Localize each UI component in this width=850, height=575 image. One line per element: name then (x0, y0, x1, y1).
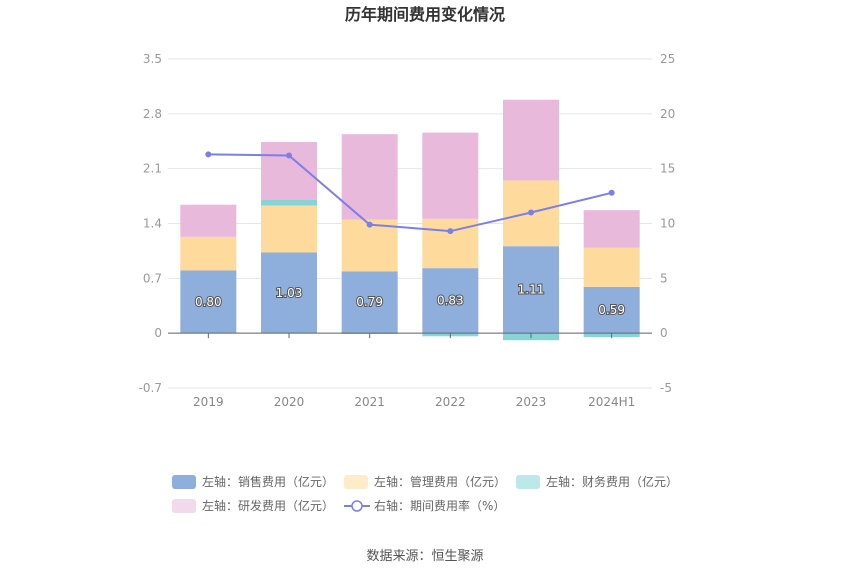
bar-segment (180, 236, 237, 271)
legend-label: 左轴：管理费用（亿元） (374, 474, 506, 489)
legend-item: 左轴：管理费用（亿元） (344, 474, 506, 489)
bar-segment (583, 286, 640, 334)
bar-value-label: 1.03 (276, 286, 303, 300)
legend-swatch (172, 499, 196, 513)
source-note: 数据来源：恒生聚源 (366, 549, 483, 564)
bar-segment (583, 247, 640, 287)
bar-segment (422, 268, 479, 334)
grid (168, 58, 652, 389)
bar-segment (503, 246, 559, 334)
legend-item: 右轴：期间费用率（%） (344, 498, 505, 513)
x-tick-label: 2023 (516, 395, 547, 409)
right-tick-label: 25 (660, 52, 675, 66)
right-tick-label: -5 (660, 381, 672, 395)
bars (180, 99, 640, 341)
legend: 左轴：销售费用（亿元） 左轴：管理费用（亿元） 左轴：财务费用（亿元） 左轴：研发费用… (172, 474, 678, 513)
legend-label: 右轴：期间费用率（%） (374, 498, 505, 513)
bar-value-label: 1.11 (518, 283, 545, 297)
legend-swatch (172, 475, 196, 489)
line-point (447, 228, 454, 235)
left-tick-label: 0.7 (143, 271, 162, 285)
legend-marker (351, 500, 363, 512)
left-tick-label: 0 (154, 326, 162, 340)
bar-segment (341, 219, 398, 272)
bar-segment (261, 200, 317, 206)
line-point (528, 209, 534, 216)
bar-segment (261, 252, 317, 334)
bar-segment (261, 205, 317, 253)
x-tick-label: 2019 (193, 395, 224, 409)
bar-segment (341, 271, 398, 334)
line-point (286, 152, 292, 159)
left-tick-label: 2.8 (143, 107, 162, 121)
x-tick-label: 2021 (354, 395, 385, 409)
bar-value-label: 0.83 (437, 294, 464, 308)
right-axis: 25 20 15 10 5 0 -5 (660, 52, 675, 395)
bar-segment (180, 204, 237, 237)
expense-rate-line (205, 151, 615, 235)
legend-item: 左轴：财务费用（亿元） (516, 474, 678, 489)
legend-swatch (516, 475, 540, 489)
legend-item: 左轴：销售费用（亿元） (172, 474, 334, 489)
left-tick-label: 3.5 (143, 52, 162, 66)
left-axis: 3.5 2.8 2.1 1.4 0.7 0 -0.7 (139, 52, 162, 395)
left-tick-label: 1.4 (143, 217, 162, 231)
x-tick-label: 2022 (435, 395, 466, 409)
line-point (205, 151, 212, 158)
right-tick-label: 5 (660, 271, 668, 285)
legend-label: 左轴：财务费用（亿元） (546, 474, 678, 489)
x-axis: 2019 2020 2021 2022 2023 2024H1 (168, 332, 652, 409)
bar-value-label: 0.79 (356, 295, 383, 309)
line-point (366, 221, 373, 228)
bar-segment (503, 99, 559, 181)
left-tick-label: 2.1 (143, 162, 162, 176)
legend-label: 左轴：销售费用（亿元） (202, 474, 334, 489)
line-path (208, 153, 612, 233)
legend-label: 左轴：研发费用（亿元） (202, 498, 334, 513)
line-point (608, 189, 615, 196)
x-tick-label: 2024H1 (588, 395, 635, 409)
right-tick-label: 0 (660, 326, 668, 340)
bar-segment (422, 132, 479, 219)
legend-swatch (344, 475, 368, 489)
right-tick-label: 10 (660, 217, 675, 231)
x-tick-label: 2020 (274, 395, 305, 409)
bar-segment (341, 134, 398, 220)
bar-segment (583, 210, 640, 248)
legend-item: 左轴：研发费用（亿元） (172, 498, 334, 513)
right-tick-label: 20 (660, 107, 675, 121)
bar-value-label: 0.80 (195, 295, 222, 309)
bar-segment (180, 270, 237, 334)
bar-labels: 0.80 1.03 0.79 0.83 1.11 0.59 (194, 282, 626, 318)
bar-value-label: 0.59 (598, 303, 625, 317)
right-tick-label: 15 (660, 162, 675, 176)
left-tick-label: -0.7 (139, 381, 162, 395)
chart-title: 历年期间费用变化情况 (345, 5, 505, 24)
